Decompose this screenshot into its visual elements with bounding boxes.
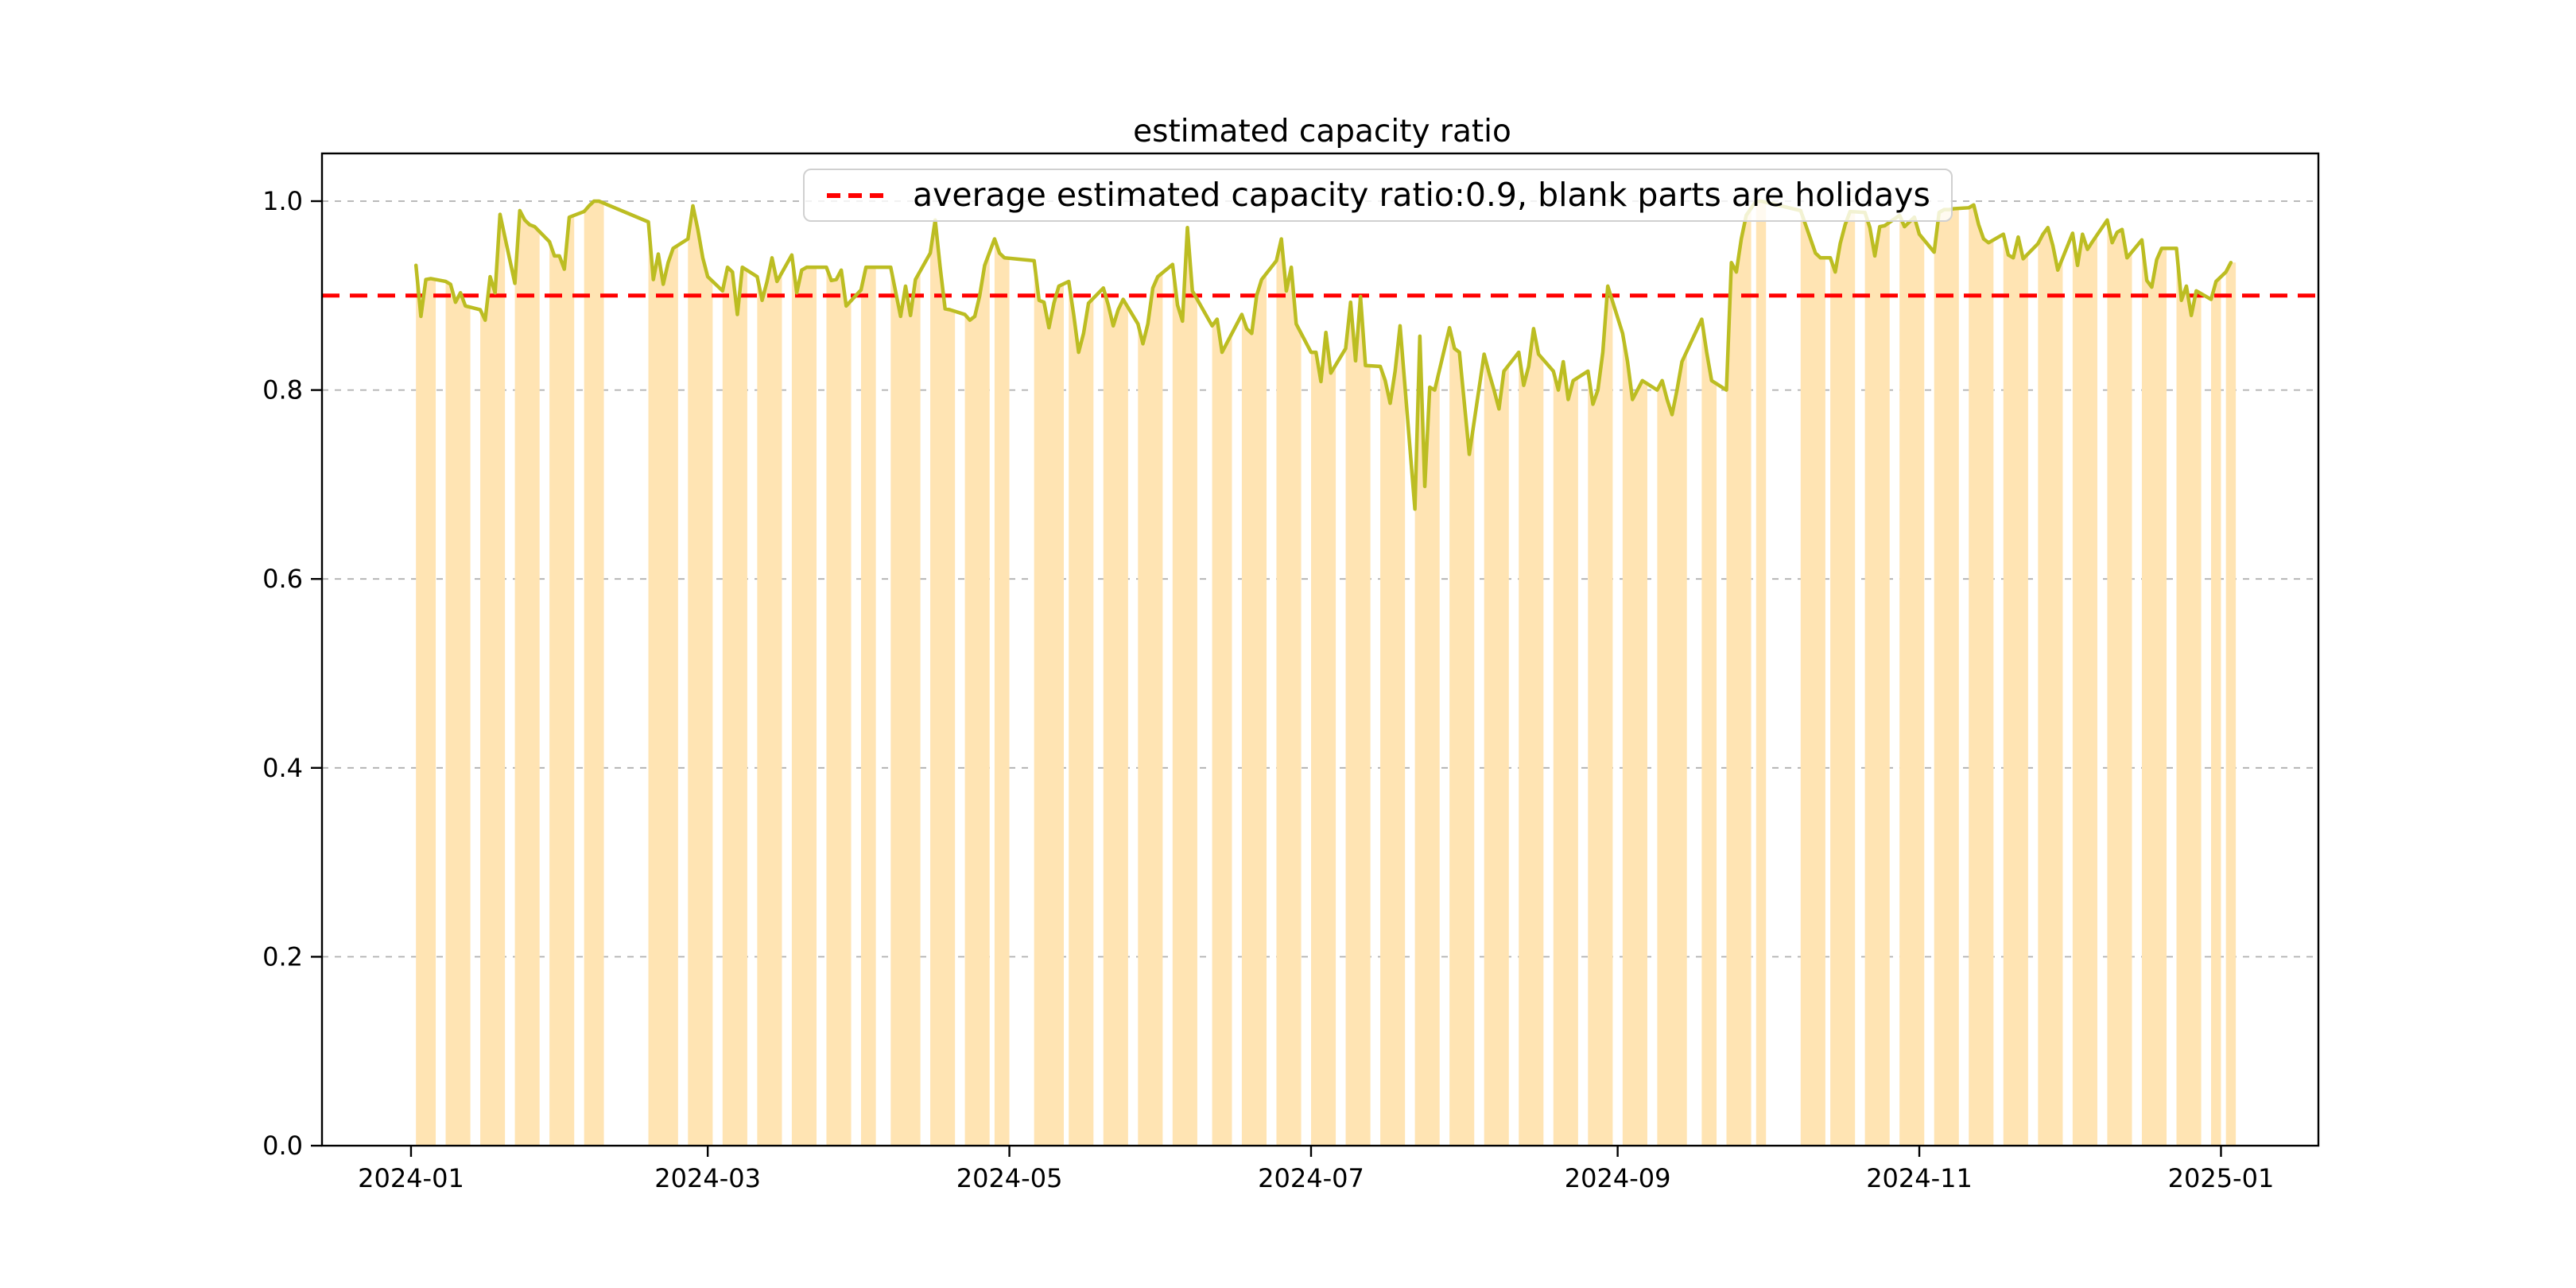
workday-fill <box>2225 262 2237 1146</box>
workday-fill <box>757 258 782 1146</box>
workday-fill <box>1726 208 1752 1146</box>
workday-fill <box>1212 319 1232 1146</box>
workday-fill <box>1519 328 1544 1146</box>
y-axis-tick-label: 0.0 <box>262 1131 303 1161</box>
x-axis: 2024-01 2024-03 2024-05 2024-07 2024-09 2024-… <box>358 1146 2274 1193</box>
legend-dash-marker-icon <box>827 192 890 198</box>
workday-fill <box>722 267 747 1146</box>
legend-label: average estimated capacity ratio:0.9, bl… <box>913 176 1930 214</box>
x-axis-tick-label: 2024-11 <box>1866 1163 1973 1193</box>
workday-fill <box>2141 239 2167 1146</box>
x-axis-tick-label: 2024-01 <box>358 1163 464 1193</box>
workday-fill <box>648 222 678 1146</box>
x-axis-tick-label: 2025-01 <box>2168 1163 2275 1193</box>
workday-fill <box>1934 208 1959 1146</box>
workday-fill <box>1172 227 1197 1146</box>
workday-fill <box>688 205 713 1146</box>
x-axis-tick-label: 2024-03 <box>654 1163 761 1193</box>
workday-fill <box>964 252 990 1146</box>
workday-fill-areas <box>416 200 2237 1146</box>
workday-fill <box>445 281 471 1146</box>
chart-title: estimated capacity ratio <box>1133 114 1511 149</box>
workday-fill <box>549 215 575 1146</box>
y-axis-tick-label: 0.6 <box>262 564 303 594</box>
workday-fill <box>1755 200 1767 1146</box>
workday-fill <box>2003 234 2028 1146</box>
workday-fill <box>1830 211 1856 1146</box>
workday-fill <box>1657 351 1687 1146</box>
workday-fill <box>1553 361 1578 1146</box>
x-axis-tick-label: 2024-05 <box>956 1163 1063 1193</box>
workday-fill <box>1069 281 1094 1146</box>
workday-fill <box>1484 354 1509 1146</box>
workday-fill <box>2176 248 2202 1146</box>
workday-fill <box>994 239 1010 1146</box>
workday-fill <box>826 267 852 1146</box>
workday-fill <box>1800 210 1825 1146</box>
workday-fill <box>480 214 506 1146</box>
workday-fill <box>1345 296 1371 1146</box>
workday-fill <box>791 254 817 1146</box>
workday-fill <box>1701 319 1717 1146</box>
workday-fill <box>2038 227 2063 1146</box>
workday-fill <box>1103 288 1128 1146</box>
workday-fill <box>890 267 921 1146</box>
workday-fill <box>1588 285 1613 1146</box>
workday-fill <box>860 267 876 1146</box>
workday-fill <box>2211 277 2221 1146</box>
x-axis-tick-label: 2024-09 <box>1565 1163 1671 1193</box>
workday-fill <box>1622 333 1647 1146</box>
workday-fill <box>584 200 604 1146</box>
workday-fill <box>416 265 436 1146</box>
workday-fill <box>1241 273 1267 1146</box>
plot-border <box>320 152 2320 1147</box>
workday-fill <box>1969 204 1994 1146</box>
workday-fill <box>1138 272 1163 1146</box>
workday-fill <box>514 210 540 1146</box>
workday-fill <box>1899 215 1925 1146</box>
workday-fill <box>1449 328 1475 1146</box>
workday-fill <box>1864 212 1890 1146</box>
plot-area: 2024-01 2024-03 2024-05 2024-07 2024-09 2024-… <box>262 152 2320 1193</box>
workday-fill <box>2072 233 2097 1146</box>
workday-fill <box>1380 325 1406 1146</box>
y-axis-tick-label: 0.4 <box>262 753 303 783</box>
legend: average estimated capacity ratio:0.9, bl… <box>803 169 1953 223</box>
workday-fill <box>1414 336 1440 1146</box>
workday-fill <box>2107 219 2132 1146</box>
workday-fill <box>1276 239 1302 1146</box>
workday-fill <box>930 219 956 1146</box>
y-axis: 0.0 0.2 0.4 0.6 0.8 1.0 <box>262 186 322 1161</box>
workday-fill <box>1034 260 1064 1146</box>
workday-fill <box>1310 332 1336 1146</box>
y-axis-tick-label: 1.0 <box>262 186 303 216</box>
y-axis-tick-label: 0.2 <box>262 941 303 972</box>
x-axis-tick-label: 2024-07 <box>1258 1163 1364 1193</box>
y-axis-tick-label: 0.8 <box>262 375 303 405</box>
